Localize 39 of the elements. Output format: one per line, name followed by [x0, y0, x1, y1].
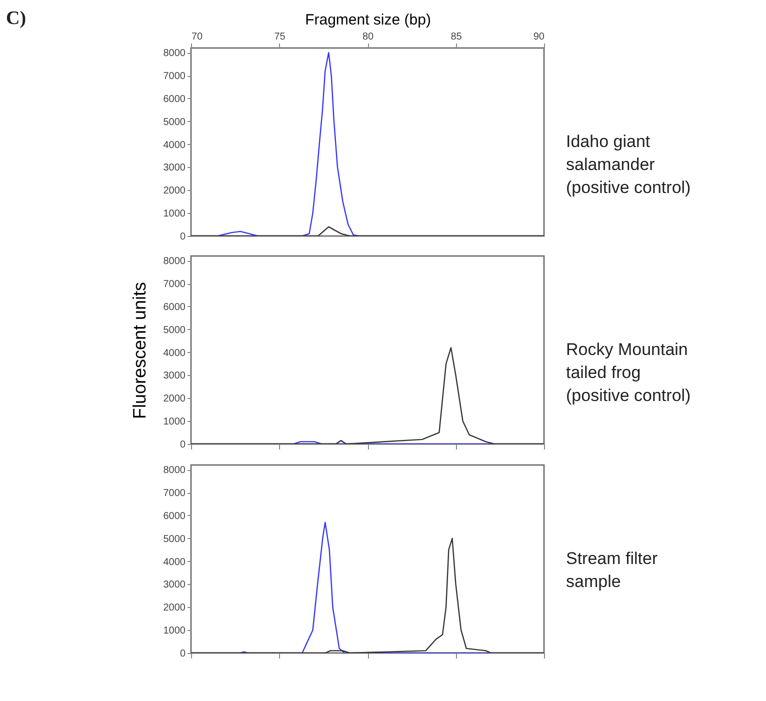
y-tick-label: 7000 [163, 71, 186, 82]
y-tick-label: 7000 [163, 488, 186, 500]
y-tick-label: 6000 [163, 302, 186, 313]
y-tick-label: 0 [180, 648, 186, 660]
line-series [191, 347, 544, 444]
y-tick-label: 5000 [163, 116, 186, 128]
y-tick-label: 7000 [163, 279, 186, 290]
y-tick-label: 3000 [163, 580, 186, 591]
x-axis-title: Fragment size (bp) [305, 12, 431, 28]
y-tick-label: 8000 [163, 48, 186, 60]
y-tick-label: 1000 [163, 416, 186, 428]
x-tick-label: 90 [533, 32, 545, 42]
text: Rocky Mountain tailed frog (positive control) [566, 340, 691, 405]
text: Idaho giant salamander (positive control) [566, 132, 691, 197]
x-tick-label: 85 [450, 32, 462, 42]
y-tick-label: 2000 [163, 186, 186, 197]
x-tick-label: 75 [274, 32, 286, 42]
y-axis-title: Fluorescent units [129, 282, 150, 420]
y-tick-label: 8000 [163, 256, 186, 268]
y-tick-label: 0 [180, 440, 186, 450]
x-tick-label: 80 [362, 32, 374, 42]
y-tick-label: 1000 [163, 626, 186, 637]
text: Stream filter sample [566, 549, 658, 591]
y-tick-label: 4000 [163, 348, 186, 359]
y-tick-label: 8000 [163, 465, 186, 476]
y-tick-label: 3000 [163, 162, 186, 174]
y-tick-label: 0 [180, 232, 186, 242]
y-tick-label: 4000 [163, 556, 186, 568]
y-tick-label: 6000 [163, 94, 186, 105]
y-tick-label: 6000 [163, 510, 186, 522]
y-tick-label: 2000 [163, 602, 186, 614]
y-tick-label: 5000 [163, 324, 186, 336]
text: C) [6, 8, 26, 29]
y-tick-label: 2000 [163, 394, 186, 405]
y-tick-label: 1000 [163, 208, 186, 220]
y-tick-label: 3000 [163, 370, 186, 382]
x-tick-label: 70 [192, 32, 204, 42]
y-tick-label: 5000 [163, 534, 186, 545]
y-tick-label: 4000 [163, 140, 186, 151]
